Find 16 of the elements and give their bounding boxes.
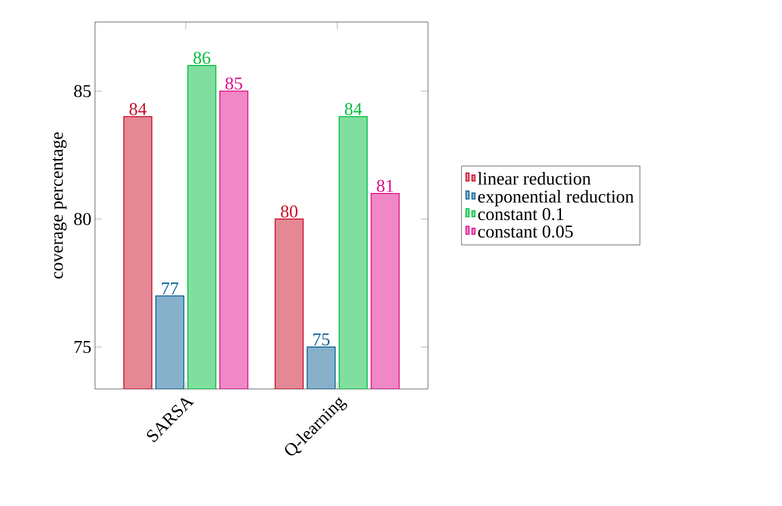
legend-label: constant 0.05 bbox=[478, 225, 573, 238]
y-tick-label: 80 bbox=[74, 212, 91, 226]
data-label: 84 bbox=[344, 103, 362, 116]
legend-label: constant 0.1 bbox=[478, 208, 564, 220]
data-label: 81 bbox=[376, 180, 394, 192]
y-tick-label: 85 bbox=[74, 85, 91, 98]
legend-label: linear reduction bbox=[478, 172, 591, 185]
data-label: 86 bbox=[194, 52, 210, 64]
data-label: 84 bbox=[130, 103, 147, 116]
data-label: 80 bbox=[280, 205, 298, 218]
y-axis-title: coverage percentage bbox=[52, 132, 67, 278]
data-label: 75 bbox=[313, 334, 330, 346]
data-label: 85 bbox=[226, 77, 242, 90]
legend-label: exponential reduction bbox=[478, 190, 634, 206]
data-label: 77 bbox=[162, 282, 178, 294]
y-tick-label: 75 bbox=[74, 341, 91, 353]
